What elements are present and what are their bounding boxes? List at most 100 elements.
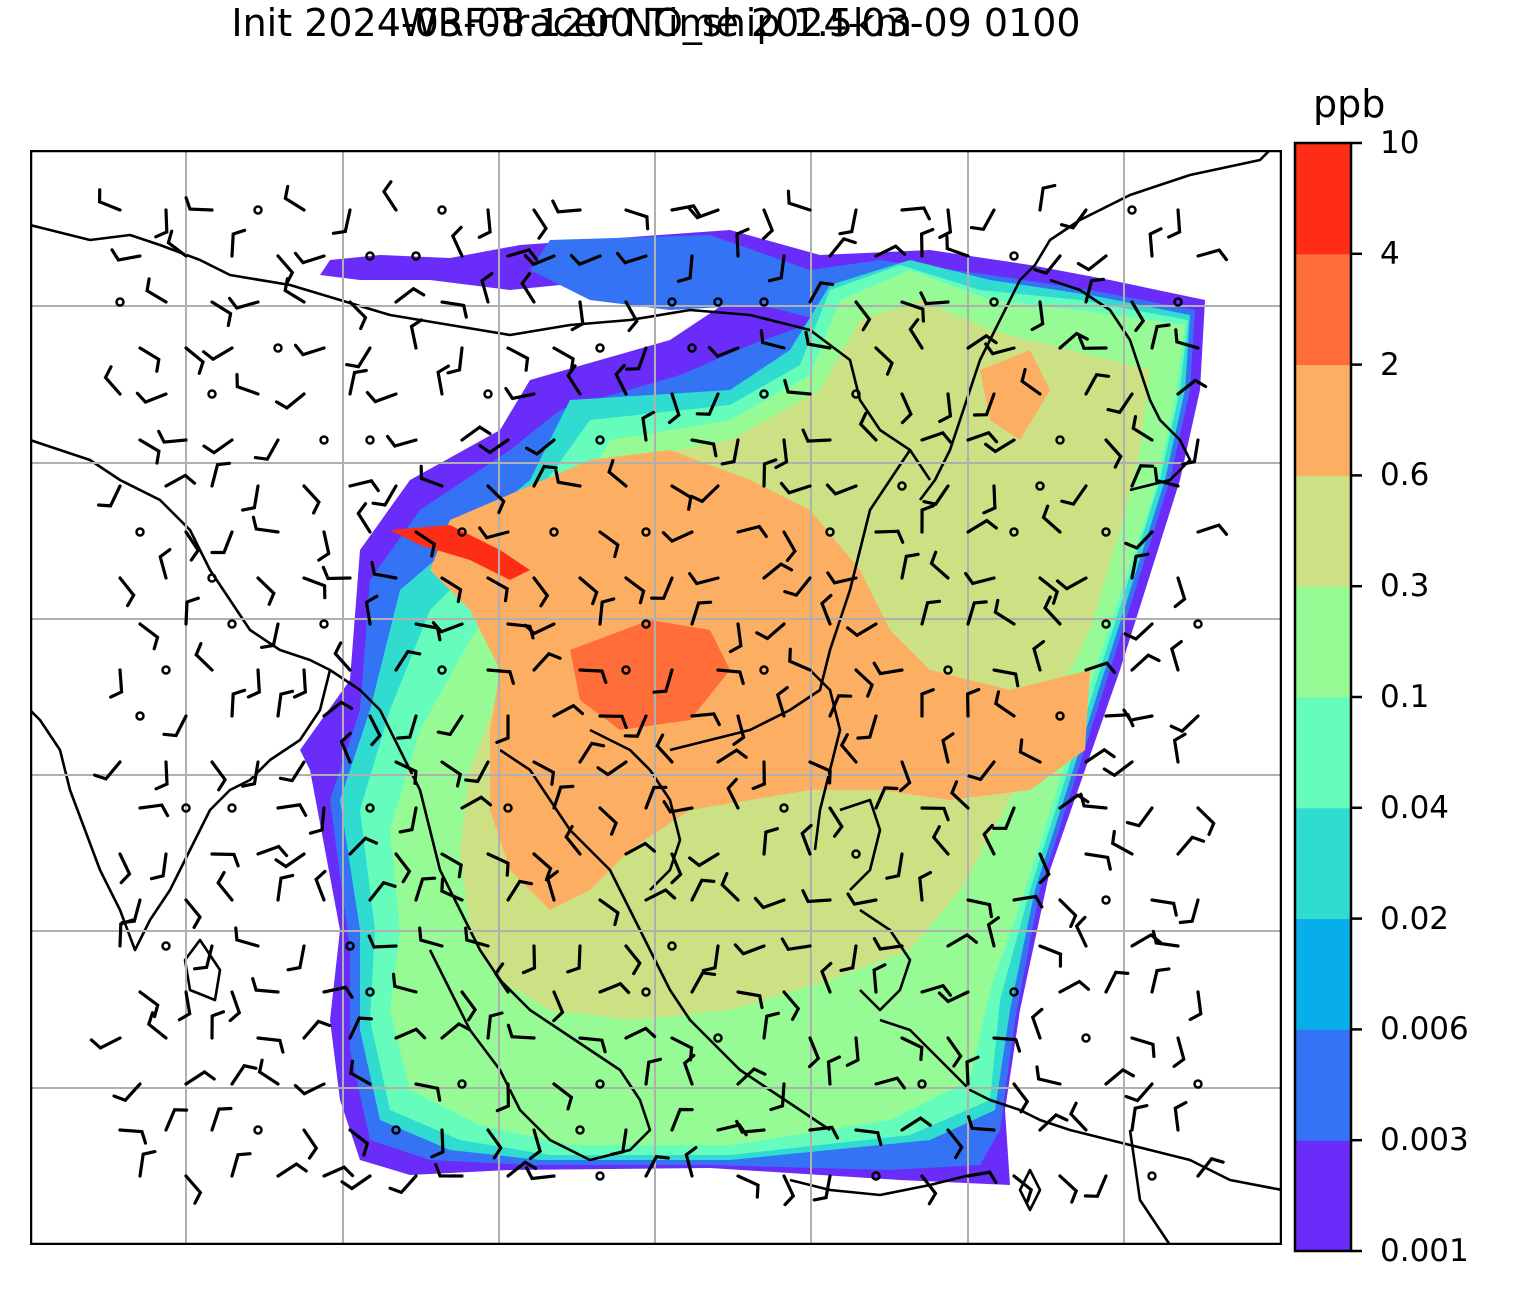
- wind-barb: [782, 990, 801, 1021]
- wind-barb: [348, 368, 368, 396]
- wind-barb: [767, 254, 786, 283]
- colorbar-tick-label: 0.001: [1380, 1233, 1469, 1269]
- calm-wind-marker: [595, 435, 605, 445]
- wind-barb: [210, 1106, 233, 1132]
- colorbar: [1293, 141, 1362, 1253]
- wind-barb: [812, 1174, 832, 1202]
- wind-barb: [1038, 1112, 1069, 1132]
- wind-barb: [89, 1036, 122, 1050]
- wind-barb: [1041, 504, 1062, 534]
- wind-barb: [804, 330, 832, 350]
- wind-barb: [1130, 1036, 1156, 1058]
- calm-wind-marker: [943, 665, 953, 675]
- calm-wind-marker: [253, 205, 263, 215]
- wind-barb: [919, 291, 950, 306]
- calm-wind-marker: [365, 435, 375, 445]
- wind-barb: [624, 1026, 657, 1040]
- wind-barb: [808, 1125, 840, 1140]
- colorbar-segment: [1295, 143, 1351, 255]
- wind-barb: [689, 484, 720, 504]
- wind-barb: [93, 760, 122, 781]
- calm-wind-marker: [365, 251, 375, 261]
- wind-barb: [1153, 467, 1180, 488]
- wind-barb: [367, 934, 398, 949]
- wind-barb: [1012, 1082, 1030, 1114]
- wind-barb: [103, 365, 122, 396]
- wind-barb: [964, 572, 996, 586]
- wind-barb: [779, 481, 812, 495]
- wind-barb: [726, 777, 740, 810]
- calm-wind-marker: [319, 435, 329, 445]
- wind-barb: [1173, 576, 1187, 609]
- wind-barb: [783, 576, 812, 598]
- calm-wind-marker: [1147, 1171, 1157, 1181]
- wind-barb: [1131, 415, 1154, 442]
- wind-barb: [937, 990, 970, 1004]
- wind-barb: [801, 889, 832, 904]
- map-panel: [30, 150, 1282, 1245]
- wind-barb: [317, 530, 331, 562]
- calm-wind-marker: [851, 849, 861, 859]
- wind-barb: [1123, 622, 1154, 641]
- wind-barb: [434, 1163, 464, 1178]
- colorbar-segment: [1295, 586, 1351, 698]
- wind-barb: [858, 411, 878, 442]
- wind-barb: [146, 1011, 168, 1040]
- wind-barb: [872, 937, 904, 951]
- wind-barb: [440, 300, 468, 319]
- wind-barb: [690, 438, 718, 458]
- wind-barb: [984, 438, 1016, 454]
- wind-barb: [486, 484, 506, 515]
- colorbar-tick-label: 4: [1380, 235, 1400, 272]
- wind-barb: [486, 668, 515, 685]
- wind-barb: [193, 944, 214, 971]
- wind-barb: [1167, 208, 1182, 239]
- wind-barb: [478, 438, 510, 455]
- wind-barb: [938, 208, 953, 239]
- calm-wind-marker: [1193, 1079, 1203, 1089]
- wind-barb: [293, 343, 326, 357]
- calm-wind-marker: [641, 987, 651, 997]
- wind-barb: [228, 296, 260, 310]
- wind-barb: [256, 844, 289, 858]
- wind-barb: [885, 852, 904, 880]
- wind-barb: [1077, 335, 1108, 350]
- wind-barb: [552, 784, 575, 810]
- wind-barb: [570, 300, 585, 332]
- wind-barb: [241, 484, 260, 512]
- wind-barb: [308, 806, 326, 835]
- wind-barb: [460, 795, 493, 810]
- colorbar-tick-label: 0.6: [1380, 457, 1430, 494]
- wind-barb: [246, 668, 261, 699]
- wind-barb: [253, 438, 280, 461]
- wind-barb: [286, 944, 306, 972]
- wind-barb: [644, 785, 668, 810]
- wind-barb: [838, 208, 858, 236]
- wind-barb: [276, 1162, 308, 1178]
- wind-barb: [157, 429, 188, 444]
- calm-wind-marker: [253, 1125, 263, 1135]
- wind-barb: [900, 206, 931, 221]
- wind-barb: [386, 434, 418, 448]
- wind-barb: [552, 1082, 574, 1111]
- wind-barb: [322, 985, 354, 999]
- wind-barb: [1196, 523, 1229, 536]
- wind-barb: [348, 836, 379, 856]
- wind-barb: [436, 714, 464, 737]
- wind-barb: [276, 689, 295, 718]
- wind-barb: [419, 464, 444, 488]
- wind-barb: [614, 363, 628, 396]
- calm-wind-marker: [989, 297, 999, 307]
- wind-barb: [1122, 708, 1154, 722]
- wind-barb: [506, 1160, 538, 1178]
- wind-barb: [440, 877, 464, 902]
- wind-barb: [641, 410, 656, 442]
- wind-barb: [644, 1154, 670, 1178]
- wind-barb: [735, 1119, 766, 1134]
- wind-barb: [946, 1128, 964, 1160]
- wind-barb: [655, 733, 674, 764]
- wind-barb: [158, 548, 172, 580]
- wind-barb: [874, 1076, 906, 1090]
- wind-barb: [259, 622, 280, 649]
- wind-barb: [464, 926, 490, 948]
